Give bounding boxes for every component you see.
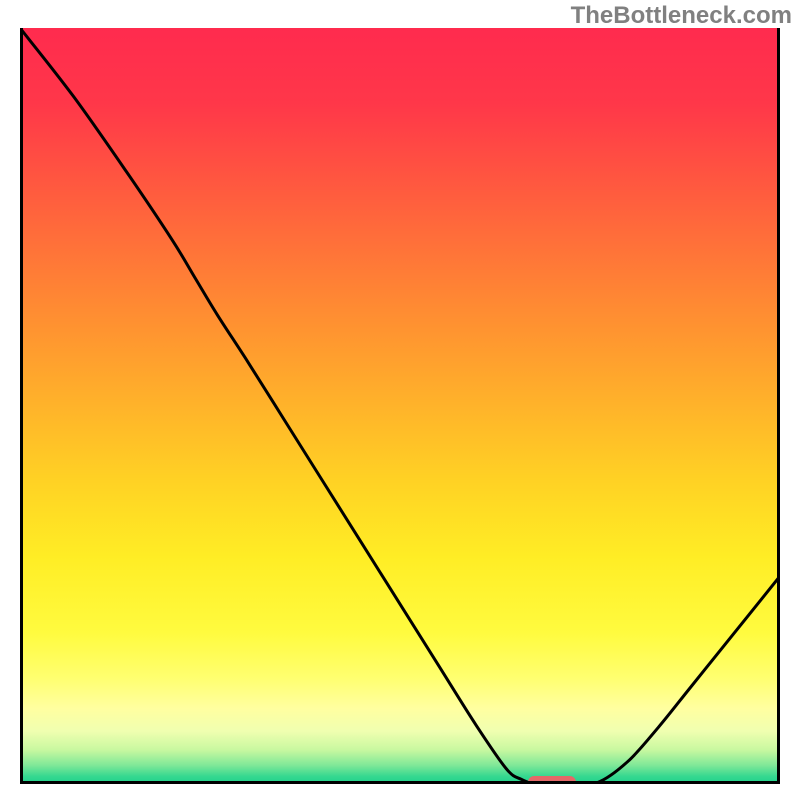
watermark-text: TheBottleneck.com [571, 2, 792, 30]
gradient-background [20, 28, 780, 784]
plot-svg [20, 28, 780, 784]
plot-area [20, 28, 780, 784]
chart-container: TheBottleneck.com [0, 0, 800, 800]
